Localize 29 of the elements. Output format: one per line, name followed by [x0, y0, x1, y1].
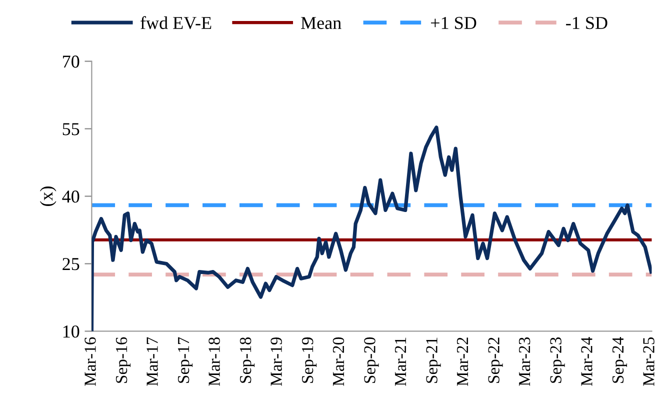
x-tick-label: Sep-16 — [116, 337, 131, 383]
x-tick-label: Mar-20 — [332, 337, 344, 386]
x-tick-label: Mar-23 — [518, 337, 530, 386]
x-tick-label: Sep-19 — [302, 337, 317, 383]
x-tick-label: Sep-22 — [488, 338, 503, 383]
legend-label: +1 SD — [431, 16, 476, 30]
x-tick-label: Mar-16 — [84, 337, 96, 386]
x-tick-label: Sep-18 — [240, 337, 255, 383]
x-tick-label: Sep-20 — [364, 337, 379, 383]
x-tick-label: Mar-21 — [394, 338, 406, 386]
y-tick-label: 70 — [63, 56, 80, 68]
x-tick-label: Mar-24 — [581, 337, 592, 386]
x-tick-label: Sep-23 — [550, 337, 565, 383]
x-tick-label: Mar-18 — [208, 337, 220, 386]
x-tick-label: Sep-17 — [178, 337, 193, 383]
x-tick-label: Sep-21 — [426, 338, 441, 383]
y-axis-title: (x) — [40, 186, 56, 206]
x-tick-label: Mar-17 — [146, 337, 158, 386]
y-tick-label: 25 — [62, 258, 80, 270]
x-tick-label: Mar-25 — [643, 337, 654, 386]
x-tick-label: Mar-22 — [456, 338, 468, 386]
y-tick-label: 55 — [62, 123, 80, 136]
x-tick-label: Mar-19 — [270, 337, 282, 386]
y-tick-label: 40 — [62, 190, 80, 203]
legend-label: fwd EV-E — [140, 16, 212, 30]
x-tick-label: Sep-24 — [612, 337, 627, 383]
legend-label: -1 SD — [566, 16, 608, 30]
y-tick-label: 10 — [63, 325, 80, 338]
legend-label: Mean — [301, 17, 342, 30]
